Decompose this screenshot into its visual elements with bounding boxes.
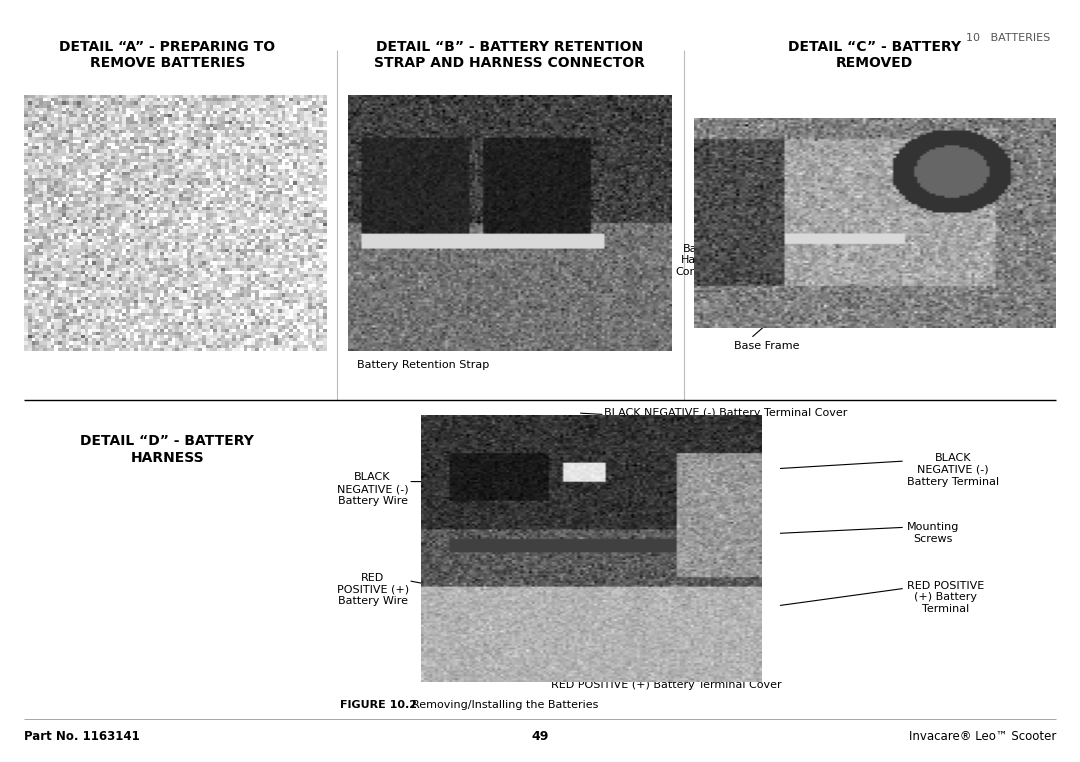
Text: Base Frame: Base Frame <box>734 341 800 351</box>
Text: FIGURE 10.2: FIGURE 10.2 <box>340 700 417 709</box>
Text: DETAIL “D” - BATTERY
HARNESS: DETAIL “D” - BATTERY HARNESS <box>81 434 254 465</box>
Text: DETAIL “B” - BATTERY RETENTION
STRAP AND HARNESS CONNECTOR: DETAIL “B” - BATTERY RETENTION STRAP AND… <box>375 40 645 70</box>
Text: RED POSITIVE
(+) Battery
Terminal: RED POSITIVE (+) Battery Terminal <box>907 581 985 614</box>
Text: Invacare® Leo™ Scooter: Invacare® Leo™ Scooter <box>909 730 1056 743</box>
Text: 49: 49 <box>531 730 549 743</box>
Text: DETAIL “C” - BATTERY
REMOVED: DETAIL “C” - BATTERY REMOVED <box>788 40 961 70</box>
Text: RED
POSITIVE (+)
Battery Wire: RED POSITIVE (+) Battery Wire <box>337 573 408 607</box>
Text: 10   BATTERIES: 10 BATTERIES <box>966 33 1050 43</box>
Text: BLACK
NEGATIVE (-)
Battery Terminal: BLACK NEGATIVE (-) Battery Terminal <box>907 453 999 487</box>
Text: DETAIL “A” - PREPARING TO
REMOVE BATTERIES: DETAIL “A” - PREPARING TO REMOVE BATTERI… <box>59 40 275 70</box>
Text: BLACK NEGATIVE (-) Battery Terminal Cover: BLACK NEGATIVE (-) Battery Terminal Cove… <box>604 408 848 418</box>
Text: Mounting
Screws: Mounting Screws <box>907 522 959 543</box>
Text: Seat: Seat <box>24 135 49 146</box>
Text: RED POSITIVE (+) Battery Terminal Cover: RED POSITIVE (+) Battery Terminal Cover <box>551 680 782 690</box>
Text: BLACK
NEGATIVE (-)
Battery Wire: BLACK NEGATIVE (-) Battery Wire <box>337 472 408 506</box>
Text: Battery
Harness
Connector: Battery Harness Connector <box>675 244 732 277</box>
Text: Removing/Installing the Batteries: Removing/Installing the Batteries <box>405 700 598 709</box>
Text: Battery Retention Strap: Battery Retention Strap <box>357 360 489 370</box>
Text: Rear
Cover: Rear Cover <box>24 203 56 224</box>
Text: Part No. 1163141: Part No. 1163141 <box>24 730 139 743</box>
